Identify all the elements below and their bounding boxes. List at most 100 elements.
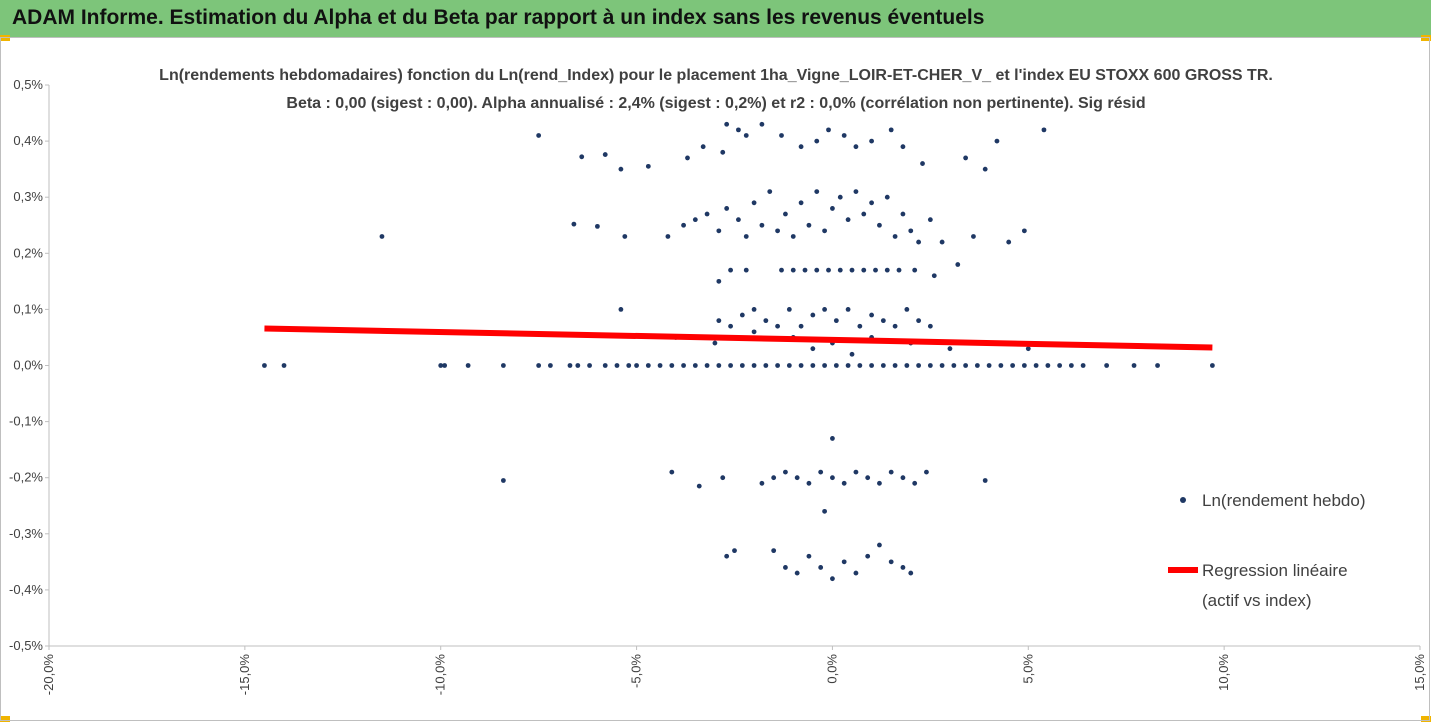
data-point — [536, 363, 542, 368]
data-point — [818, 565, 824, 570]
data-point — [814, 189, 820, 194]
data-point — [873, 267, 878, 273]
data-point — [724, 206, 730, 211]
chart-frame — [0, 37, 1430, 721]
data-point — [924, 469, 929, 475]
data-point — [771, 548, 777, 554]
data-point — [861, 267, 867, 273]
y-tick-label: 0,2% — [13, 245, 43, 260]
data-point — [775, 363, 780, 368]
y-tick-label: 0,4% — [13, 133, 43, 148]
data-point — [500, 363, 506, 368]
data-point — [849, 267, 855, 273]
report-header: ADAM Informe. Estimation du Alpha et du … — [0, 0, 1431, 37]
data-point — [759, 121, 765, 127]
data-point — [927, 217, 933, 223]
data-point — [833, 318, 839, 324]
data-point — [547, 363, 553, 368]
data-point — [669, 469, 675, 475]
data-point — [681, 222, 686, 228]
data-point — [810, 363, 816, 368]
data-point — [743, 133, 749, 138]
data-point — [728, 267, 733, 273]
legend-scatter-label: Ln(rendement hebdo) — [1202, 491, 1366, 510]
data-point — [716, 318, 722, 324]
data-point — [751, 363, 757, 368]
data-point — [1021, 228, 1027, 234]
data-point — [892, 234, 898, 239]
data-point — [645, 163, 651, 169]
data-point — [830, 475, 835, 481]
data-point — [877, 222, 882, 228]
data-point — [896, 267, 902, 273]
data-point — [720, 149, 726, 155]
data-point — [716, 363, 722, 368]
data-point — [845, 217, 851, 223]
data-point — [865, 475, 871, 481]
data-point — [759, 480, 765, 486]
data-point — [798, 144, 804, 150]
data-point — [857, 363, 863, 368]
data-point — [736, 217, 741, 223]
data-point — [767, 189, 773, 194]
legend: Ln(rendement hebdo) Regression linéaire … — [1168, 491, 1366, 610]
data-point — [826, 267, 831, 273]
data-point — [1057, 363, 1063, 368]
y-tick-label: -0,2% — [9, 470, 43, 485]
data-point — [716, 278, 722, 284]
data-point — [794, 475, 800, 481]
data-point — [575, 363, 581, 368]
data-point — [775, 323, 780, 329]
regression-line — [264, 325, 1213, 351]
data-point — [927, 363, 933, 368]
data-point — [982, 478, 988, 483]
data-point — [790, 267, 796, 273]
data-point — [794, 570, 800, 576]
data-point — [849, 351, 855, 357]
data-point — [595, 223, 600, 229]
regression-group — [264, 325, 1213, 351]
data-point — [728, 323, 733, 329]
data-point — [869, 363, 874, 368]
points-group — [262, 121, 1215, 582]
data-point — [955, 262, 961, 267]
data-point — [696, 483, 702, 489]
data-point — [645, 363, 651, 368]
data-point — [865, 553, 871, 559]
y-tick-label: -0,1% — [9, 414, 43, 429]
data-point — [841, 480, 847, 486]
data-point — [732, 548, 737, 554]
data-point — [700, 144, 706, 150]
data-point — [912, 480, 918, 486]
data-point — [833, 363, 839, 368]
data-point — [579, 154, 585, 160]
x-tick-label: -5,0% — [629, 654, 644, 688]
data-point — [751, 329, 757, 335]
data-point — [379, 234, 385, 239]
data-point — [724, 121, 730, 127]
data-point — [916, 318, 922, 324]
x-tick-label: 5,0% — [1020, 654, 1035, 684]
data-point — [763, 363, 769, 368]
data-point — [892, 363, 898, 368]
data-point — [751, 200, 757, 206]
data-point — [880, 363, 886, 368]
data-point — [783, 565, 788, 570]
data-point — [869, 138, 874, 144]
data-point — [998, 363, 1004, 368]
data-point — [814, 267, 820, 273]
data-point — [888, 469, 894, 475]
data-point — [1209, 363, 1215, 368]
data-point — [912, 267, 918, 273]
data-point — [806, 553, 812, 559]
data-point — [904, 307, 910, 312]
data-point — [739, 312, 745, 318]
data-point — [685, 155, 690, 161]
y-tick-label: 0,1% — [13, 301, 43, 316]
data-point — [716, 228, 722, 234]
data-point — [720, 475, 726, 481]
data-point — [837, 267, 843, 273]
data-point — [900, 565, 906, 570]
data-point — [853, 570, 859, 576]
data-point — [818, 469, 824, 475]
